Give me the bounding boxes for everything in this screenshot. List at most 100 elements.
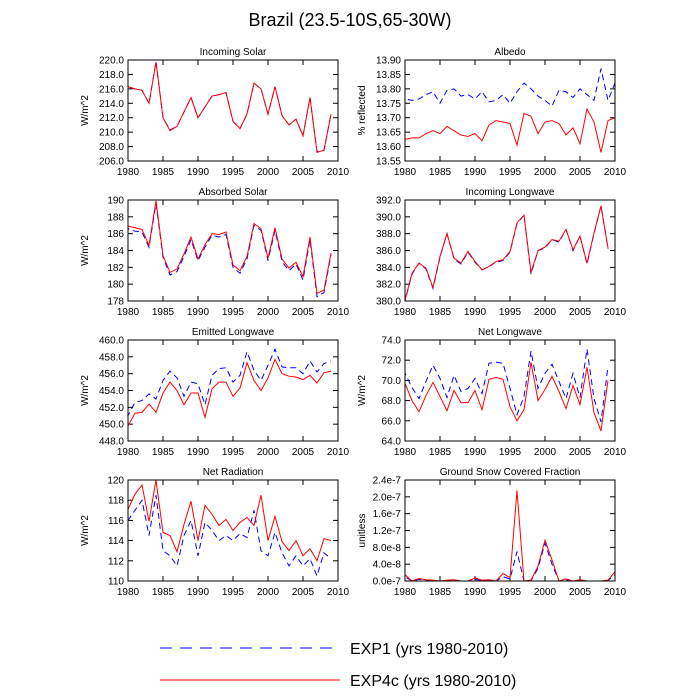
x-tick-label: 1990 (464, 587, 487, 598)
y-tick-label: 0.0e-7 (373, 577, 402, 588)
x-tick-label: 1990 (187, 307, 210, 318)
y-tick-label: 13.65 (376, 128, 401, 139)
panel-2: Albedo % reflected 1980 1985 1990 1995 2000 200… (357, 47, 627, 178)
y-tick-label: 120 (107, 476, 124, 487)
panel-7: Net Radiation W/m^2 1980 1985 1990 1995 2000 20… (80, 467, 350, 598)
x-tick-label: 2005 (569, 167, 592, 178)
x-tick-label: 2000 (534, 587, 557, 598)
plot-frame (404, 479, 616, 582)
y-tick-label: 188 (107, 212, 124, 223)
y-tick-label: 114 (108, 536, 124, 547)
y-tick-label: 210.0 (99, 128, 124, 139)
panel-4: Incoming Longwave 1980 1985 1990 1995 2000 200… (376, 187, 627, 318)
x-tick-label: 1990 (187, 447, 210, 458)
y-tick-label: 182 (107, 263, 124, 274)
panel-title: Emitted Longwave (192, 327, 275, 338)
series-line-exp1 (128, 61, 332, 153)
x-tick-label: 1980 (117, 447, 140, 458)
x-tick-label: 1995 (499, 447, 522, 458)
y-tick-label: 13.55 (376, 157, 401, 168)
y-tick-label: 2.4e-7 (373, 476, 402, 487)
x-tick-label: 2010 (604, 167, 627, 178)
x-tick-label: 2005 (292, 447, 315, 458)
x-tick-label: 1990 (464, 167, 487, 178)
x-tick-label: 1985 (429, 307, 452, 318)
y-axis-label: W/m^2 (80, 375, 91, 406)
y-tick-label: 180 (107, 280, 124, 291)
legend-label: EXP1 (yrs 1980-2010) (350, 641, 508, 658)
y-tick-label: 1.2e-7 (373, 526, 402, 537)
y-tick-label: 13.90 (376, 56, 401, 67)
y-tick-label: 214.0 (99, 99, 124, 110)
x-tick-label: 2000 (257, 167, 280, 178)
x-tick-label: 1980 (394, 587, 417, 598)
x-tick-label: 1985 (152, 587, 175, 598)
figure-title: Brazil (23.5-10S,65-30W) (248, 10, 451, 30)
y-tick-label: 390.0 (376, 212, 401, 223)
x-tick-label: 1990 (187, 587, 210, 598)
panel-title: Ground Snow Covered Fraction (440, 467, 581, 478)
x-tick-label: 1990 (464, 307, 487, 318)
x-tick-label: 2005 (292, 587, 315, 598)
y-tick-label: 178 (107, 297, 124, 308)
panel-title: Net Longwave (478, 327, 542, 338)
panels: Incoming Solar W/m^2 1980 1985 1990 1995 2000 2… (80, 47, 627, 598)
panel-3: Absorbed Solar W/m^2 1980 1985 1990 1995 2000 2… (80, 187, 350, 318)
y-tick-label: 72.0 (382, 356, 402, 367)
series-line-exp4c (405, 205, 609, 301)
x-tick-label: 2005 (569, 587, 592, 598)
series-line-exp1 (405, 68, 615, 107)
y-tick-label: 220.0 (99, 56, 124, 67)
x-tick-label: 1985 (152, 307, 175, 318)
plot-frame (127, 479, 339, 582)
y-axis-label: W/m^2 (80, 515, 91, 546)
x-tick-label: 1985 (429, 167, 452, 178)
y-tick-label: 456.0 (99, 369, 124, 380)
plot-frame (127, 59, 339, 162)
x-tick-label: 2010 (327, 307, 350, 318)
y-tick-label: 68.0 (382, 396, 402, 407)
y-tick-label: 2.0e-7 (373, 492, 402, 503)
plot-frame (127, 199, 339, 302)
y-tick-label: 116 (108, 516, 124, 527)
y-tick-label: 460.0 (99, 336, 124, 347)
series-line-exp4c (405, 107, 615, 153)
y-tick-label: 212.0 (99, 113, 124, 124)
series-line-exp4c (405, 490, 615, 581)
x-tick-label: 1985 (152, 447, 175, 458)
y-tick-label: 448.0 (99, 437, 124, 448)
x-tick-label: 2000 (534, 307, 557, 318)
y-tick-label: 66.0 (382, 416, 402, 427)
x-tick-label: 1980 (394, 447, 417, 458)
x-tick-label: 2005 (569, 447, 592, 458)
x-tick-label: 2000 (534, 447, 557, 458)
y-tick-label: 13.60 (376, 142, 401, 153)
y-tick-label: 70.0 (382, 376, 402, 387)
x-tick-label: 1995 (222, 167, 245, 178)
x-tick-label: 2000 (257, 447, 280, 458)
series-line-exp1 (128, 495, 332, 578)
y-axis-label: unitless (357, 514, 368, 548)
x-tick-label: 1995 (499, 167, 522, 178)
y-tick-label: 452.0 (99, 403, 124, 414)
x-tick-label: 1995 (499, 307, 522, 318)
y-tick-label: 190 (107, 196, 124, 207)
series-line-exp4c (128, 480, 332, 563)
panel-1: Incoming Solar W/m^2 1980 1985 1990 1995 2000 2… (80, 47, 350, 178)
y-tick-label: 382.0 (376, 280, 401, 291)
x-tick-label: 2005 (292, 307, 315, 318)
series-line-exp4c (128, 358, 332, 427)
x-tick-label: 1985 (429, 447, 452, 458)
y-tick-label: 392.0 (376, 196, 401, 207)
x-tick-label: 1995 (222, 447, 245, 458)
y-tick-label: 458.0 (99, 352, 124, 363)
x-tick-label: 2010 (327, 587, 350, 598)
series-line-exp4c (128, 200, 332, 295)
series-line-exp1 (405, 349, 609, 422)
plot-frame (404, 199, 616, 302)
plot-frame (404, 59, 616, 162)
y-tick-label: 216.0 (99, 84, 124, 95)
y-tick-label: 8.0e-8 (373, 543, 402, 554)
panel-title: Absorbed Solar (199, 187, 269, 198)
